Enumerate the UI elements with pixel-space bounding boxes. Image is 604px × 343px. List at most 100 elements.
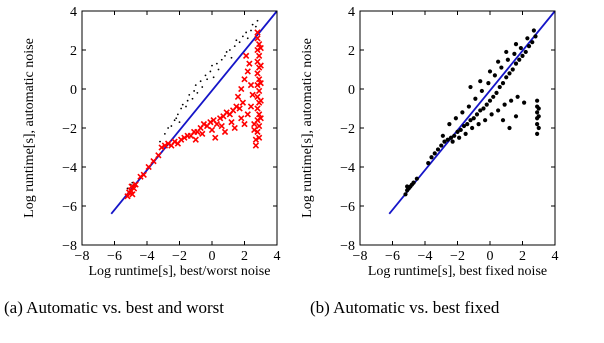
data-point [213, 120, 221, 128]
data-point [439, 143, 444, 148]
data-point [426, 161, 431, 166]
data-point [256, 19, 259, 22]
data-point [236, 105, 243, 112]
data-point [204, 74, 207, 77]
data-point [455, 129, 460, 134]
data-point [238, 41, 241, 44]
data-point [496, 59, 501, 64]
data-point [233, 103, 240, 110]
y-tick-label: 0 [348, 83, 355, 98]
data-point [244, 68, 251, 75]
data-point [247, 103, 255, 110]
data-point [163, 132, 166, 135]
data-point [505, 57, 510, 62]
data-point [536, 125, 541, 131]
y-tick-label: 0 [70, 83, 77, 98]
data-point [457, 135, 462, 140]
data-point [188, 93, 191, 96]
data-point [252, 136, 260, 143]
y-tick-label: 4 [348, 5, 355, 20]
data-point [231, 124, 238, 132]
data-point [515, 94, 520, 99]
data-point [526, 44, 532, 49]
data-point [250, 29, 252, 32]
y-axis-label: Log runtime[s], automatic noise [300, 38, 315, 218]
x-tick-label: 2 [241, 249, 248, 264]
data-point [254, 29, 261, 36]
data-point [531, 28, 536, 33]
data-point [255, 111, 263, 118]
data-point [255, 76, 263, 83]
data-point [473, 96, 478, 101]
data-point [233, 45, 236, 47]
data-point [502, 102, 507, 107]
data-point [504, 75, 509, 80]
data-point [509, 98, 514, 103]
data-point [211, 64, 213, 67]
data-point [479, 88, 484, 94]
data-point [257, 44, 264, 52]
data-point [445, 137, 450, 142]
data-point [442, 139, 447, 144]
data-point [241, 120, 248, 128]
y-axis-label: Log runtime[s], automatic noise [22, 38, 37, 218]
x-tick-label: −2 [450, 249, 465, 264]
data-point [500, 118, 506, 123]
data-point [254, 81, 261, 89]
data-point [228, 49, 231, 51]
data-point [238, 85, 245, 93]
data-point [496, 108, 501, 113]
data-point [517, 57, 522, 62]
data-point [403, 192, 408, 197]
data-point [518, 45, 523, 51]
y-tick-label: 2 [70, 44, 77, 59]
data-point [223, 109, 230, 116]
data-point [499, 65, 504, 70]
data-point [257, 115, 264, 122]
x-tick-label: −6 [385, 249, 400, 264]
data-point [251, 126, 258, 134]
y-tick-label: 2 [348, 44, 355, 59]
data-point [178, 121, 181, 124]
caption-b: (b) Automatic vs. best fixed [310, 298, 500, 317]
data-point [523, 49, 528, 55]
x-tick-label: −8 [353, 249, 368, 264]
data-point [465, 122, 470, 127]
data-point [212, 134, 219, 141]
x-tick-label: −6 [107, 249, 122, 264]
data-point [212, 76, 215, 79]
data-point [535, 98, 540, 103]
data-point [474, 112, 480, 117]
data-point [522, 100, 527, 105]
data-point [235, 39, 238, 42]
data-point [255, 134, 263, 141]
data-point [483, 118, 488, 123]
data-point [478, 108, 483, 113]
x-axis-label: Log runtime[s], best/worst noise [89, 264, 271, 279]
data-point [492, 73, 497, 78]
data-point [180, 107, 183, 110]
x-tick-label: −8 [75, 249, 90, 264]
data-point [132, 181, 139, 188]
data-point [468, 84, 473, 90]
y-tick-label: −4 [62, 161, 77, 176]
data-point [177, 136, 185, 143]
x-tick-label: −4 [140, 249, 155, 264]
data-point [242, 52, 250, 60]
data-point [429, 155, 434, 160]
data-point [440, 133, 445, 138]
data-point [458, 127, 463, 133]
data-point [176, 113, 179, 116]
data-point [254, 35, 261, 42]
data-point [185, 105, 187, 108]
data-point [432, 151, 437, 156]
data-point [254, 70, 261, 77]
data-point [216, 115, 224, 122]
data-point [254, 46, 261, 54]
data-point [255, 40, 263, 48]
data-point [124, 193, 131, 200]
data-point [170, 125, 173, 127]
data-point [167, 127, 170, 129]
data-point [520, 53, 525, 58]
data-point [241, 35, 244, 38]
